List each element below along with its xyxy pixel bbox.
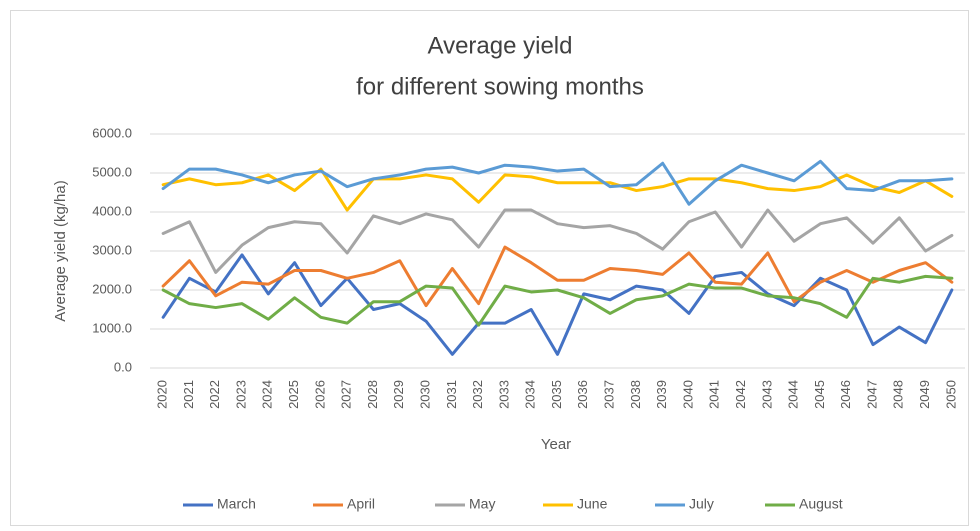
- x-tick-label: 2033: [496, 380, 511, 409]
- y-axis-title: Average yield (kg/ha): [52, 180, 69, 321]
- x-tick-label: 2037: [602, 380, 617, 409]
- x-tick-label: 2028: [365, 380, 380, 409]
- legend-label: May: [469, 496, 495, 512]
- x-tick-label: 2036: [575, 380, 590, 409]
- x-tick-label: 2025: [286, 380, 301, 409]
- legend-label: August: [799, 496, 843, 512]
- series-line: [161, 167, 954, 212]
- y-tick-label: 3000.0: [92, 242, 132, 257]
- series-line: [161, 253, 954, 356]
- chart-title: Average yield: [428, 32, 573, 59]
- series-line: [161, 208, 954, 274]
- x-tick-label: 2026: [312, 380, 327, 409]
- chart-title: for different sowing months: [356, 73, 644, 100]
- x-tick-label: 2049: [917, 380, 932, 409]
- x-tick-label: 2046: [838, 380, 853, 409]
- legend-label: June: [577, 496, 608, 512]
- x-tick-label: 2038: [628, 380, 643, 409]
- x-tick-label: 2021: [181, 380, 196, 409]
- x-tick-label: 2045: [812, 380, 827, 409]
- series-line: [161, 159, 954, 206]
- y-tick-label: 2000.0: [92, 281, 132, 296]
- y-tick-label: 5000.0: [92, 164, 132, 179]
- x-tick-label: 2047: [864, 380, 879, 409]
- x-tick-label: 2020: [155, 380, 170, 409]
- x-tick-label: 2034: [523, 380, 538, 409]
- x-tick-label: 2029: [391, 380, 406, 409]
- x-axis-title: Year: [541, 436, 571, 453]
- x-tick-label: 2040: [680, 380, 695, 409]
- legend-label: July: [689, 496, 714, 512]
- y-tick-label: 4000.0: [92, 203, 132, 218]
- series-line: [161, 274, 954, 327]
- x-tick-label: 2031: [444, 380, 459, 409]
- x-tick-label: 2044: [786, 380, 801, 409]
- legend-label: April: [347, 496, 375, 512]
- x-tick-label: 2042: [733, 380, 748, 409]
- y-tick-label: 1000.0: [92, 320, 132, 335]
- legend-label: March: [217, 496, 256, 512]
- x-tick-label: 2027: [339, 380, 354, 409]
- x-tick-label: 2043: [759, 380, 774, 409]
- x-tick-label: 2048: [891, 380, 906, 409]
- y-tick-label: 0.0: [114, 359, 132, 374]
- x-tick-label: 2023: [233, 380, 248, 409]
- x-tick-label: 2035: [549, 380, 564, 409]
- x-tick-label: 2022: [207, 380, 222, 409]
- x-tick-label: 2032: [470, 380, 485, 409]
- chart-border: [10, 10, 969, 526]
- x-tick-label: 2050: [943, 380, 958, 409]
- x-tick-label: 2039: [654, 380, 669, 409]
- x-tick-label: 2024: [260, 380, 275, 409]
- x-tick-label: 2041: [707, 380, 722, 409]
- series-line: [161, 245, 954, 308]
- y-tick-label: 6000.0: [92, 125, 132, 140]
- x-tick-label: 2030: [417, 380, 432, 409]
